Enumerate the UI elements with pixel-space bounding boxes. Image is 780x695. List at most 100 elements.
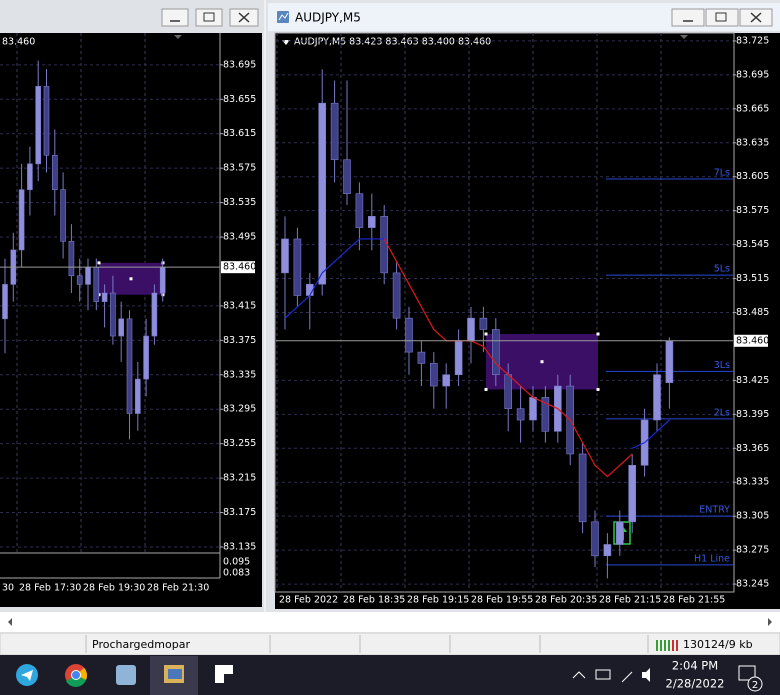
candle-body bbox=[491, 329, 500, 376]
y-tick-label: 83.575 bbox=[736, 205, 769, 216]
y-tick-label: 83.655 bbox=[223, 94, 256, 105]
x-tick-label: 28 Feb 2022 bbox=[279, 595, 338, 606]
candle-body bbox=[603, 544, 612, 557]
x-tick-label: 28 Feb 21:15 bbox=[599, 595, 661, 606]
y-tick-label: 83.605 bbox=[736, 171, 769, 182]
candle-body bbox=[615, 521, 624, 545]
notification-icon[interactable] bbox=[738, 665, 756, 681]
y-tick-label: 83.375 bbox=[223, 335, 256, 346]
traffic: 130124/9 kb bbox=[683, 638, 753, 651]
candle-body bbox=[101, 292, 108, 302]
left-header: 83.460 bbox=[2, 37, 35, 48]
rectangle-handle bbox=[484, 332, 488, 336]
maximize-button[interactable] bbox=[705, 8, 739, 27]
current-price-label: 83.460 bbox=[736, 335, 769, 346]
x-tick-label: 28 Feb 20:35 bbox=[535, 595, 597, 606]
candle-body bbox=[467, 317, 475, 342]
candle-body bbox=[18, 189, 25, 251]
indicator-tick-label: 0.083 bbox=[223, 568, 250, 579]
minimize-button[interactable] bbox=[671, 8, 705, 27]
clock-date[interactable]: 2/28/2022 bbox=[666, 677, 725, 691]
y-tick-label: 83.245 bbox=[736, 579, 769, 590]
y-tick-label: 83.545 bbox=[736, 239, 769, 250]
candle-body bbox=[27, 163, 33, 190]
candle-body bbox=[417, 351, 426, 364]
restore-button[interactable] bbox=[195, 8, 223, 27]
candle-body bbox=[159, 266, 166, 294]
y-tick-label: 83.425 bbox=[736, 375, 769, 386]
candle-body bbox=[392, 272, 401, 319]
scrollbar[interactable] bbox=[0, 612, 780, 632]
candle-body bbox=[504, 374, 513, 409]
x-tick-label: 28 Feb 18:35 bbox=[343, 595, 405, 606]
y-tick-label: 83.695 bbox=[223, 59, 256, 70]
y-tick-label: 83.725 bbox=[736, 35, 769, 46]
minimize-button[interactable] bbox=[161, 8, 189, 27]
right-chart-area bbox=[275, 33, 780, 609]
candle-body bbox=[367, 216, 376, 228]
y-tick-label: 83.365 bbox=[736, 443, 769, 454]
candle-body bbox=[126, 318, 133, 414]
indicator-tick-label: 0.095 bbox=[223, 557, 250, 568]
candle-body bbox=[118, 318, 124, 337]
candle-body bbox=[479, 317, 488, 330]
rectangle-handle bbox=[540, 360, 544, 364]
candle-body bbox=[429, 363, 438, 387]
candle-body bbox=[578, 453, 587, 523]
level-label: 7Ls bbox=[714, 167, 730, 178]
candle-body bbox=[628, 464, 637, 523]
y-tick-label: 83.275 bbox=[736, 545, 769, 556]
moving-average bbox=[631, 419, 670, 449]
candle-body bbox=[529, 397, 537, 421]
candle-body bbox=[653, 374, 661, 421]
candle-body bbox=[35, 86, 42, 165]
rectangle-handle bbox=[129, 277, 133, 281]
candle-body bbox=[442, 374, 451, 387]
notification-count: 2 bbox=[752, 680, 758, 691]
candle-body bbox=[93, 266, 100, 302]
right-header: AUDJPY,M5 83.423 83.463 83.400 83.460 bbox=[294, 37, 491, 48]
candle-body bbox=[43, 86, 50, 156]
y-tick-label: 83.485 bbox=[736, 307, 769, 318]
wifi-icon[interactable] bbox=[621, 671, 633, 683]
snip-icon[interactable] bbox=[116, 665, 136, 685]
y-tick-label: 83.305 bbox=[736, 511, 769, 522]
tray-chevron[interactable] bbox=[572, 671, 586, 679]
candle-body bbox=[76, 275, 83, 285]
clock-time[interactable]: 2:04 PM bbox=[672, 659, 718, 673]
current-price-box bbox=[734, 334, 768, 347]
rectangle-handle bbox=[596, 387, 600, 391]
y-tick-label: 83.495 bbox=[223, 232, 256, 243]
rectangle-handle bbox=[596, 332, 600, 336]
moving-average bbox=[383, 238, 633, 478]
candle-body bbox=[541, 397, 550, 432]
y-tick-label: 83.575 bbox=[223, 163, 256, 174]
y-tick-label: 83.515 bbox=[736, 273, 769, 284]
rectangle-handle bbox=[97, 261, 101, 265]
x-tick-label: 30 bbox=[2, 583, 14, 594]
y-tick-label: 83.615 bbox=[223, 128, 256, 139]
battery-icon[interactable] bbox=[595, 669, 611, 680]
y-tick-label: 83.335 bbox=[736, 477, 769, 488]
x-tick-label: 28 Feb 19:30 bbox=[83, 583, 145, 594]
candle-body bbox=[68, 241, 75, 277]
candle-body bbox=[665, 340, 674, 383]
y-tick-label: 83.415 bbox=[223, 300, 256, 311]
x-tick-label: 28 Feb 21:30 bbox=[147, 583, 209, 594]
candle-body bbox=[85, 266, 91, 285]
x-tick-label: 28 Feb 21:55 bbox=[663, 595, 725, 606]
y-tick-label: 83.665 bbox=[736, 103, 769, 114]
y-tick-label: 83.635 bbox=[736, 137, 769, 148]
volume-icon[interactable] bbox=[642, 668, 650, 682]
rectangle-handle bbox=[484, 387, 488, 391]
level-label: 5Ls bbox=[714, 264, 730, 275]
candle-body bbox=[405, 317, 413, 353]
candle-body bbox=[2, 284, 8, 320]
x-tick-label: 28 Feb 19:55 bbox=[471, 595, 533, 606]
candle-body bbox=[51, 154, 58, 190]
candle-body bbox=[293, 238, 302, 296]
y-tick-label: 83.135 bbox=[223, 541, 256, 552]
candle-body bbox=[60, 189, 66, 242]
level-label: 3Ls bbox=[714, 360, 730, 371]
